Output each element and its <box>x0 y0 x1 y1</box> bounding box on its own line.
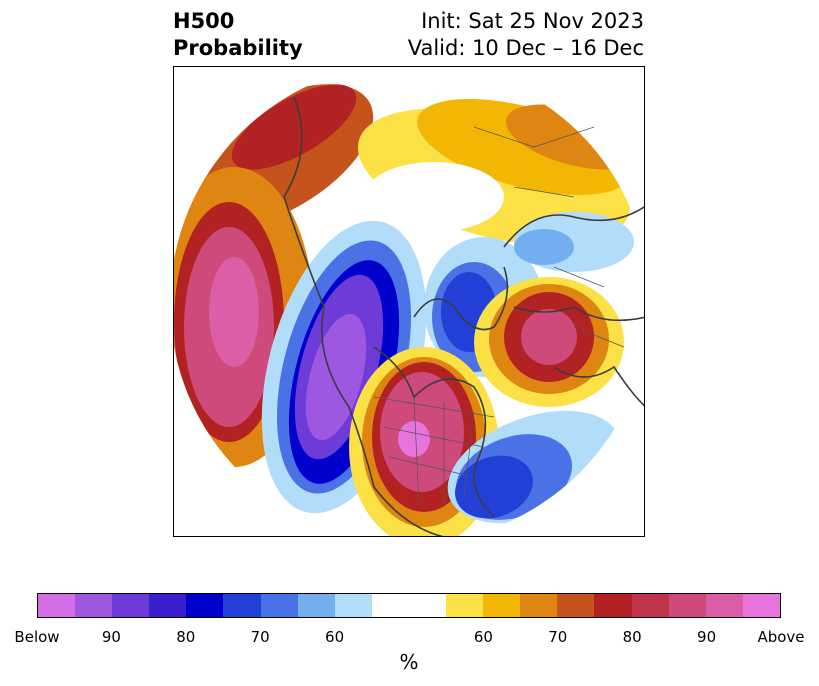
chart-title: H500 Probability <box>173 8 303 62</box>
colorbar-above-0 <box>446 594 484 617</box>
colorbar-tick: 60 <box>325 628 345 646</box>
colorbar-tick: 60 <box>473 628 493 646</box>
colorbar-above-5 <box>631 594 669 617</box>
colorbar-tick: 90 <box>101 628 121 646</box>
colorbar-below-3 <box>149 594 187 617</box>
map-canvas <box>174 67 644 536</box>
colorbar-above-1 <box>483 594 521 617</box>
colorbar-below-4 <box>186 594 224 617</box>
colorbar-below-1 <box>75 594 113 617</box>
colorbar-neutral <box>371 594 447 617</box>
colorbar <box>37 593 781 618</box>
colorbar-above-4 <box>594 594 632 617</box>
title-line2: Probability <box>173 36 303 60</box>
colorbar-above-6 <box>668 594 706 617</box>
colorbar-tick: 80 <box>176 628 196 646</box>
colorbar-tick: Above <box>757 628 805 646</box>
colorbar-above-2 <box>520 594 558 617</box>
colorbar-below-5 <box>223 594 261 617</box>
colorbar-tick: 70 <box>250 628 270 646</box>
coastlines <box>283 96 644 536</box>
colorbar-below-6 <box>260 594 298 617</box>
colorbar-unit: % <box>399 650 419 674</box>
date-info: Init: Sat 25 Nov 2023 Valid: 10 Dec – 16… <box>408 8 644 62</box>
colorbar-above-7 <box>705 594 743 617</box>
colorbar-tick: Below <box>14 628 60 646</box>
probability-map <box>173 66 645 537</box>
colorbar-below-2 <box>112 594 150 617</box>
colorbar-tick: 80 <box>622 628 642 646</box>
init-date: Init: Sat 25 Nov 2023 <box>421 9 644 33</box>
colorbar-tick: 90 <box>697 628 717 646</box>
colorbar-below-0 <box>38 594 76 617</box>
colorbar-above-8 <box>742 594 780 617</box>
probability-field <box>174 67 644 536</box>
valid-range: Valid: 10 Dec – 16 Dec <box>407 36 644 60</box>
title-line1: H500 <box>173 9 235 33</box>
colorbar-tick: 70 <box>548 628 568 646</box>
borders <box>373 126 625 508</box>
colorbar-below-8 <box>334 594 372 617</box>
colorbar-below-7 <box>297 594 335 617</box>
colorbar-above-3 <box>557 594 595 617</box>
